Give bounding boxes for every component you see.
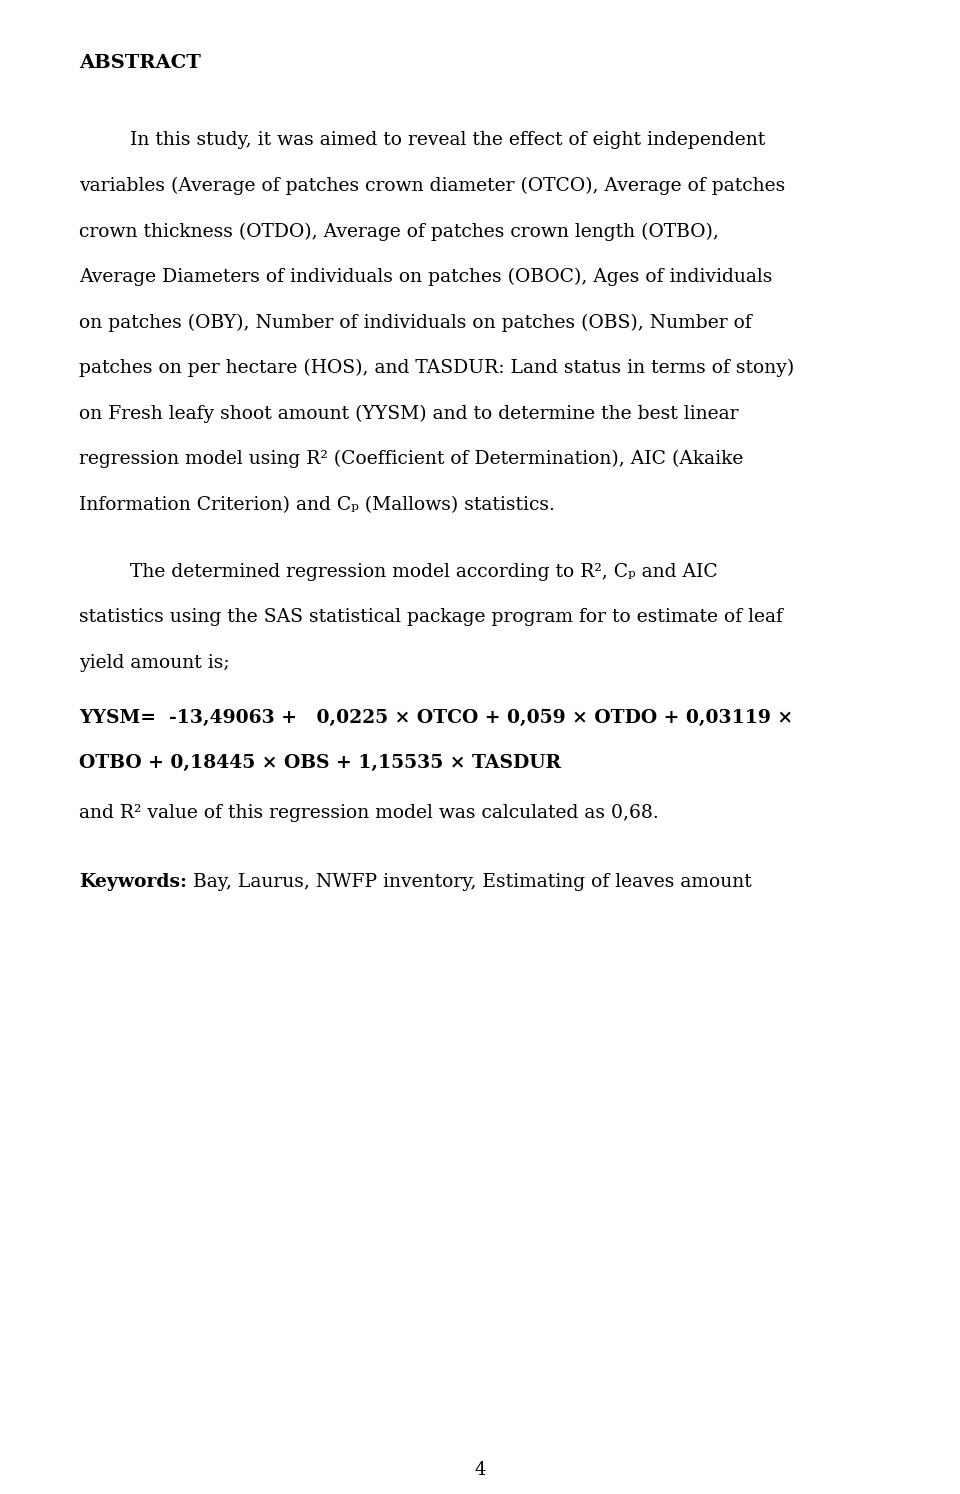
Text: regression model using R² (Coefficient of Determination), AIC (Akaike: regression model using R² (Coefficient o… bbox=[79, 450, 743, 469]
Text: statistics using the SAS statistical package program for to estimate of leaf: statistics using the SAS statistical pac… bbox=[79, 608, 782, 626]
Text: yield amount is;: yield amount is; bbox=[79, 654, 229, 672]
Text: patches on per hectare (HOS), and TASDUR: Land status in terms of stony): patches on per hectare (HOS), and TASDUR… bbox=[79, 359, 794, 378]
Text: crown thickness (OTDO), Average of patches crown length (OTBO),: crown thickness (OTDO), Average of patch… bbox=[79, 223, 719, 241]
Text: on Fresh leafy shoot amount (YYSM) and to determine the best linear: on Fresh leafy shoot amount (YYSM) and t… bbox=[79, 405, 738, 423]
Text: OTBO + 0,18445 × OBS + 1,15535 × TASDUR: OTBO + 0,18445 × OBS + 1,15535 × TASDUR bbox=[79, 754, 561, 772]
Text: variables (Average of patches crown diameter (OTCO), Average of patches: variables (Average of patches crown diam… bbox=[79, 176, 785, 196]
Text: Average Diameters of individuals on patches (OBOC), Ages of individuals: Average Diameters of individuals on patc… bbox=[79, 267, 772, 287]
Text: ABSTRACT: ABSTRACT bbox=[79, 54, 201, 72]
Text: Keywords:: Keywords: bbox=[79, 872, 186, 890]
Text: 4: 4 bbox=[474, 1461, 486, 1479]
Text: and R² value of this regression model was calculated as 0,68.: and R² value of this regression model wa… bbox=[79, 804, 659, 822]
Text: YYSM=  -13,49063 +   0,0225 × OTCO + 0,059 × OTDO + 0,03119 ×: YYSM= -13,49063 + 0,0225 × OTCO + 0,059 … bbox=[79, 708, 793, 726]
Text: In this study, it was aimed to reveal the effect of eight independent: In this study, it was aimed to reveal th… bbox=[130, 131, 765, 149]
Text: Information Criterion) and Cₚ (Mallows) statistics.: Information Criterion) and Cₚ (Mallows) … bbox=[79, 496, 555, 514]
Text: Bay, Laurus, NWFP inventory, Estimating of leaves amount: Bay, Laurus, NWFP inventory, Estimating … bbox=[187, 872, 752, 890]
Text: on patches (OBY), Number of individuals on patches (OBS), Number of: on patches (OBY), Number of individuals … bbox=[79, 314, 752, 332]
Text: The determined regression model according to R², Cₚ and AIC: The determined regression model accordin… bbox=[130, 563, 717, 581]
